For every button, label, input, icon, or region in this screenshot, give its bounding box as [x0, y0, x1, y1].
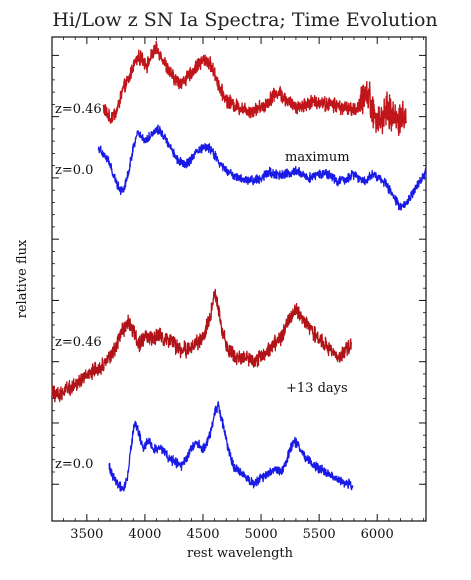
series-line-day13-hi-z	[51, 288, 353, 403]
plot-frame	[51, 36, 427, 522]
y-axis-label: relative flux	[15, 239, 30, 318]
x-tick-label: 5000	[245, 527, 278, 542]
series-line-day13-low-z	[108, 401, 354, 492]
chart-title: Hi/Low z SN Ia Spectra; Time Evolution	[52, 9, 437, 31]
x-tick-label: 6000	[361, 527, 394, 542]
annotation-upper-blue-z: z=0.0	[55, 163, 93, 178]
series-line-max-hi-z	[102, 40, 407, 137]
annotation-maximum: maximum	[285, 150, 350, 165]
y-axis-ticks	[52, 54, 426, 485]
x-axis-label: rest wavelength	[187, 546, 294, 561]
x-tick-label: 4500	[186, 527, 219, 542]
annotation-upper-red-z: z=0.46	[55, 102, 102, 117]
annotation-lower-blue-z: z=0.0	[55, 457, 93, 472]
x-tick-label: 5500	[303, 527, 336, 542]
annotation-plus13days: +13 days	[286, 381, 348, 396]
series-line-max-low-z	[97, 124, 427, 211]
x-axis: 3500 4000 4500 5000 5500 6000	[63, 37, 425, 542]
x-tick-label: 4000	[128, 527, 161, 542]
annotation-lower-red-z: z=0.46	[55, 335, 102, 350]
series-group	[51, 40, 427, 492]
x-tick-label: 3500	[70, 527, 103, 542]
